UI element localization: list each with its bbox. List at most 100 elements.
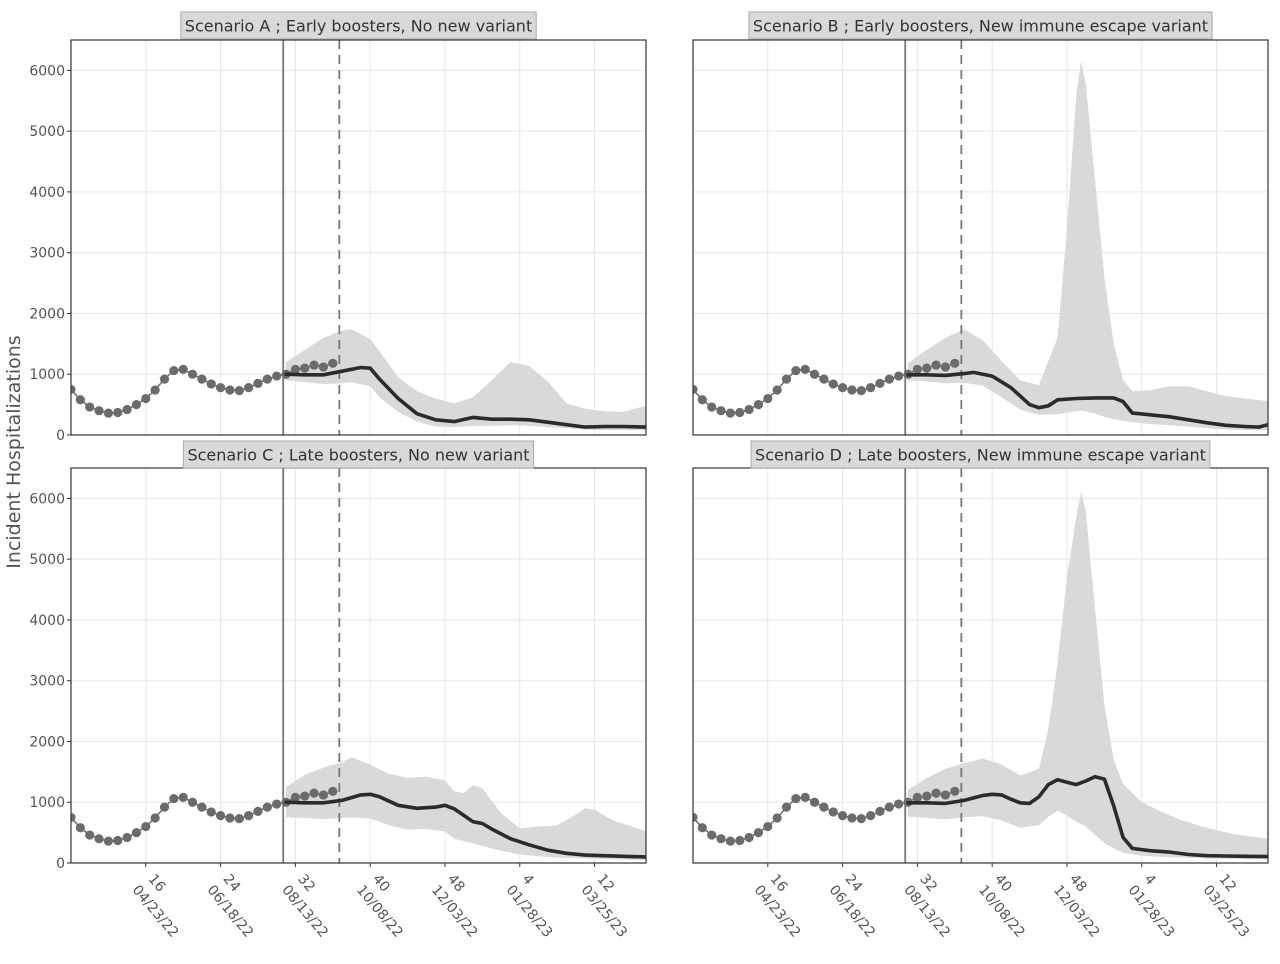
observed-point xyxy=(735,407,745,418)
observed-point xyxy=(744,404,754,415)
observed-point xyxy=(800,364,810,374)
observed-point xyxy=(922,791,932,801)
panel-title-strip xyxy=(750,440,1211,469)
y-tick-label: 6000 xyxy=(29,63,65,79)
observed-point xyxy=(131,828,142,838)
observed-point xyxy=(103,836,113,846)
observed-point xyxy=(697,395,707,405)
observed-point xyxy=(837,383,848,393)
observed-point xyxy=(744,832,754,843)
observed-point xyxy=(187,369,198,379)
observed-point xyxy=(318,362,329,372)
observed-point xyxy=(253,806,263,816)
observed-point xyxy=(800,792,810,802)
observed-point xyxy=(931,360,941,370)
observed-point xyxy=(940,362,951,372)
panel-frame xyxy=(70,39,647,436)
y-tick-label: 2000 xyxy=(29,306,65,322)
observed-point xyxy=(159,802,170,812)
y-tick-label: 1000 xyxy=(29,795,65,811)
observed-point xyxy=(290,364,300,374)
observed-point xyxy=(884,374,894,384)
observed-point xyxy=(950,358,960,368)
observed-point xyxy=(169,365,179,376)
projection-interval-band xyxy=(286,329,646,431)
observed-point xyxy=(894,371,904,381)
observed-point xyxy=(753,828,764,838)
observed-point xyxy=(94,834,104,844)
observed-point xyxy=(159,374,170,384)
observed-point xyxy=(150,385,160,395)
observed-point xyxy=(884,802,894,812)
observed-point xyxy=(809,369,820,379)
observed-point xyxy=(912,364,922,374)
observed-point xyxy=(215,383,226,393)
panel-title: Scenario C ; Late boosters, No new varia… xyxy=(187,446,529,465)
observed-point xyxy=(875,378,885,388)
observed-point xyxy=(735,835,745,846)
observed-point xyxy=(150,813,160,823)
plot-area xyxy=(71,40,646,435)
observed-point xyxy=(772,385,782,395)
observed-point xyxy=(187,797,198,807)
observed-point xyxy=(716,406,726,416)
y-tick-label: 5000 xyxy=(29,124,65,140)
projection-interval-band xyxy=(908,492,1268,860)
panel-title: Scenario D ; Late boosters, New immune e… xyxy=(755,446,1206,465)
plot-area xyxy=(693,40,1268,435)
x-tick-date-label: 01/28/23 xyxy=(1125,882,1178,940)
observed-point xyxy=(819,802,829,812)
observed-point xyxy=(772,813,782,823)
observed-point xyxy=(707,402,717,412)
observed-point xyxy=(716,834,726,844)
y-tick-label: 5000 xyxy=(29,552,65,568)
observed-point xyxy=(753,400,764,410)
observed-point xyxy=(178,792,188,802)
observed-point xyxy=(113,835,123,846)
panel-title-strip xyxy=(180,11,537,40)
scenario-panel-1: 0 1000 2000 3000 4000 5000 6000 Scenario A ; Ea… xyxy=(29,11,647,444)
observed-point xyxy=(866,811,876,821)
observed-point xyxy=(85,402,95,412)
x-tick-week-label: 4 xyxy=(1141,871,1159,888)
observed-point xyxy=(828,807,838,817)
projection-interval-band xyxy=(286,757,646,860)
observed-point xyxy=(950,786,960,796)
observed-point xyxy=(262,802,272,812)
y-tick-label: 1000 xyxy=(29,367,65,383)
scenario-panel-2: Scenario B ; Early boosters, New immune … xyxy=(692,11,1269,436)
plot-area xyxy=(71,468,646,863)
observed-point xyxy=(763,393,773,404)
panel-title: Scenario A ; Early boosters, No new vari… xyxy=(185,17,532,36)
observed-point xyxy=(693,812,698,823)
observed-point xyxy=(875,806,885,816)
y-tick-label: 3000 xyxy=(29,246,65,262)
observed-point xyxy=(244,811,254,821)
observed-point xyxy=(328,786,338,796)
observed-point xyxy=(809,797,820,807)
observed-point xyxy=(71,384,76,395)
median-projection-line xyxy=(284,792,646,859)
panel-title-strip xyxy=(748,11,1213,40)
observed-point xyxy=(856,814,866,824)
observed-point xyxy=(791,793,801,804)
y-axis-label: Incident Hospitalizations xyxy=(3,335,25,568)
observed-point xyxy=(781,802,792,812)
observed-point xyxy=(206,379,216,389)
plot-area xyxy=(693,468,1268,863)
observed-point xyxy=(94,406,104,416)
observed-point xyxy=(141,821,151,832)
observed-point xyxy=(707,830,717,840)
median-projection-line xyxy=(284,365,646,429)
observed-point xyxy=(253,378,263,388)
panel-frame xyxy=(692,39,1269,436)
observed-point xyxy=(894,799,904,809)
observed-point xyxy=(837,811,848,821)
observed-point xyxy=(847,813,857,823)
observed-point xyxy=(922,363,932,373)
observed-point xyxy=(169,793,179,804)
observed-point xyxy=(328,358,338,368)
